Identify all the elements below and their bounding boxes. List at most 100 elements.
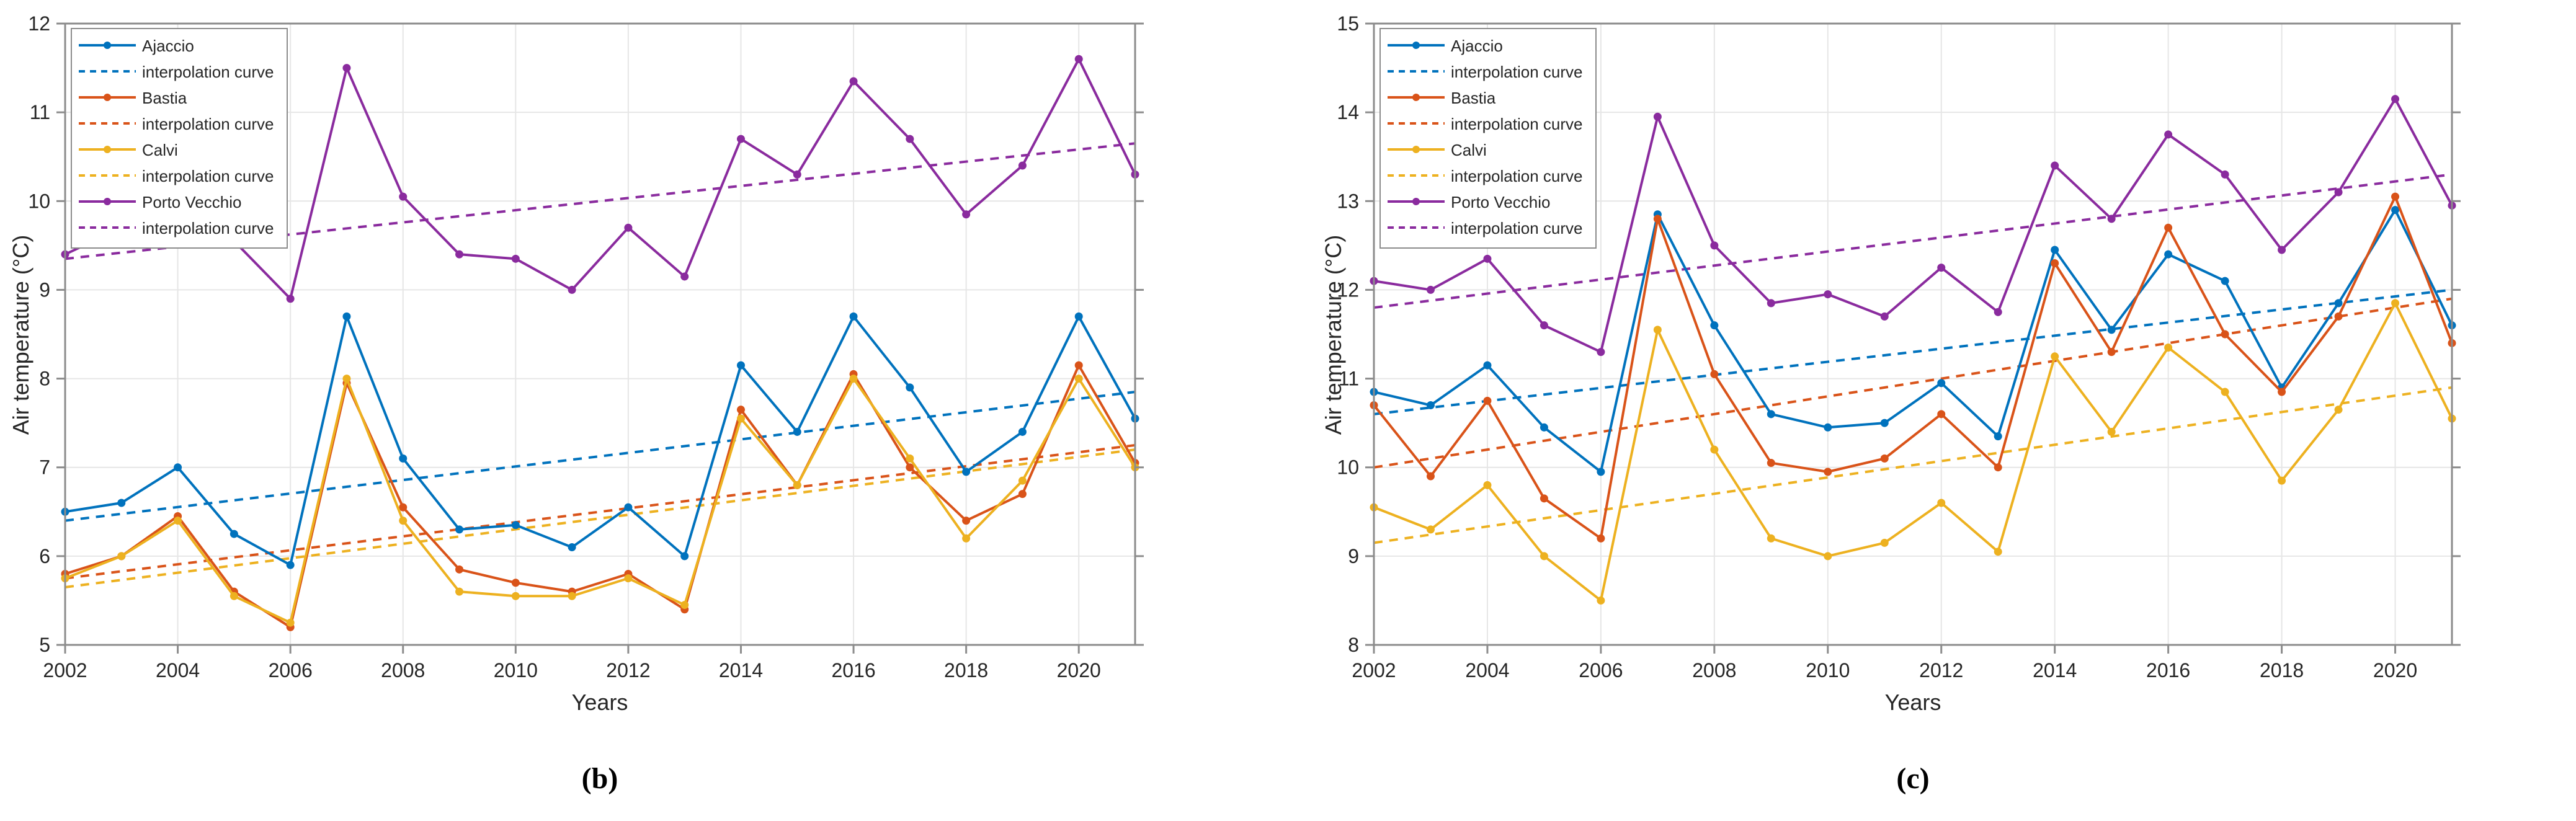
data-point-porto_vecchio: [1074, 55, 1083, 63]
data-point-porto_vecchio: [1018, 161, 1027, 170]
data-point-bastia: [1597, 534, 1605, 543]
data-point-ajaccio: [624, 503, 633, 512]
data-point-ajaccio: [1994, 432, 2002, 441]
data-point-bastia: [1767, 459, 1775, 468]
data-point-bastia: [2107, 348, 2116, 357]
data-point-ajaccio: [906, 383, 914, 392]
legend-label: interpolation curve: [142, 219, 274, 237]
data-point-calvi: [286, 618, 295, 627]
data-point-bastia: [1937, 410, 1946, 419]
data-point-ajaccio: [230, 530, 238, 538]
data-point-porto_vecchio: [1880, 312, 1889, 321]
data-point-ajaccio: [1483, 361, 1492, 370]
data-point-porto_vecchio: [2164, 130, 2173, 139]
trend-line-ajaccio: [1373, 288, 2453, 415]
x-tick-label: 2012: [606, 659, 650, 681]
y-tick-label: 15: [1337, 12, 1359, 35]
x-tick-label: 2020: [1057, 659, 1101, 681]
data-point-porto_vecchio: [342, 64, 351, 73]
data-point-ajaccio: [1880, 419, 1889, 427]
data-point-ajaccio: [568, 543, 576, 552]
y-tick-label: 9: [39, 278, 50, 301]
data-point-ajaccio: [2164, 250, 2173, 259]
data-point-porto_vecchio: [568, 285, 576, 294]
data-point-porto_vecchio: [399, 192, 408, 201]
data-point-calvi: [1074, 375, 1083, 383]
data-point-ajaccio: [399, 454, 408, 463]
y-tick-label: 14: [1337, 101, 1359, 123]
legend-label: Porto Vecchio: [1451, 193, 1550, 211]
subfigure-caption-c: (c): [1896, 762, 1930, 795]
y-tick-label: 8: [1348, 634, 1359, 656]
data-point-porto_vecchio: [1994, 308, 2002, 316]
data-point-porto_vecchio: [1653, 112, 1662, 121]
x-tick-label: 2010: [494, 659, 538, 681]
y-tick-label: 12: [28, 12, 50, 35]
x-tick-label: 2002: [43, 659, 87, 681]
data-point-ajaccio: [1540, 423, 1548, 432]
data-point-porto_vecchio: [2391, 95, 2400, 104]
legend-sample-marker: [104, 42, 111, 49]
legend-label: Calvi: [142, 141, 178, 159]
data-point-bastia: [511, 579, 520, 587]
x-axis-label: Years: [1884, 690, 1941, 715]
x-tick-label: 2004: [156, 659, 200, 681]
data-point-bastia: [2334, 312, 2343, 321]
x-tick-label: 2008: [381, 659, 425, 681]
y-tick-label: 7: [39, 456, 50, 479]
data-point-calvi: [117, 552, 126, 561]
series-line-bastia: [1373, 195, 2453, 540]
trend-line-calvi: [1373, 386, 2453, 544]
trend-line-bastia: [1373, 297, 2453, 469]
data-point-porto_vecchio: [962, 210, 971, 219]
data-point-calvi: [174, 517, 182, 525]
data-point-calvi: [2221, 388, 2229, 396]
x-tick-label: 2012: [1919, 659, 1963, 681]
data-point-ajaccio: [2107, 326, 2116, 334]
legend-label: Bastia: [142, 89, 187, 107]
legend-box: [71, 28, 288, 249]
y-tick-label: 10: [1337, 456, 1359, 479]
data-point-calvi: [2107, 427, 2116, 436]
data-point-porto_vecchio: [1710, 241, 1719, 250]
data-point-porto_vecchio: [906, 135, 914, 143]
data-point-calvi: [1018, 476, 1027, 485]
legend-label: Bastia: [1451, 89, 1496, 107]
legend-sample-marker: [104, 198, 111, 205]
legend-label: Ajaccio: [142, 37, 194, 55]
legend-label: interpolation curve: [142, 115, 274, 133]
data-point-calvi: [849, 375, 858, 383]
data-point-porto_vecchio: [736, 135, 745, 143]
trend-line-ajaccio: [65, 391, 1136, 522]
y-tick-label: 12: [1337, 278, 1359, 301]
data-point-bastia: [2278, 388, 2286, 396]
data-point-porto_vecchio: [1824, 290, 1832, 299]
data-point-ajaccio: [793, 427, 801, 436]
x-tick-label: 2018: [2260, 659, 2304, 681]
data-point-calvi: [1426, 525, 1435, 534]
legend-label: interpolation curve: [142, 167, 274, 185]
data-point-bastia: [1653, 215, 1662, 223]
data-point-ajaccio: [680, 552, 689, 561]
x-tick-label: 2014: [719, 659, 763, 681]
legend-sample-marker: [1412, 94, 1420, 101]
data-point-porto_vecchio: [2221, 170, 2229, 179]
data-point-bastia: [962, 517, 971, 525]
data-point-porto_vecchio: [624, 223, 633, 232]
legend-sample-marker: [1412, 198, 1420, 205]
legend-sample-marker: [1412, 42, 1420, 49]
data-point-ajaccio: [2221, 277, 2229, 285]
series-line-porto_vecchio: [65, 58, 1136, 300]
data-point-porto_vecchio: [2107, 215, 2116, 223]
data-point-bastia: [2391, 192, 2400, 201]
x-tick-label: 2016: [2146, 659, 2190, 681]
data-point-ajaccio: [2051, 246, 2059, 254]
x-tick-label: 2006: [269, 659, 313, 681]
data-point-ajaccio: [117, 499, 126, 507]
data-point-calvi: [2278, 476, 2286, 485]
x-tick-label: 2004: [1465, 659, 1509, 681]
data-point-calvi: [962, 534, 971, 543]
data-point-bastia: [736, 406, 745, 414]
data-point-bastia: [1824, 468, 1832, 476]
subfigure-caption-b: (b): [581, 762, 618, 795]
